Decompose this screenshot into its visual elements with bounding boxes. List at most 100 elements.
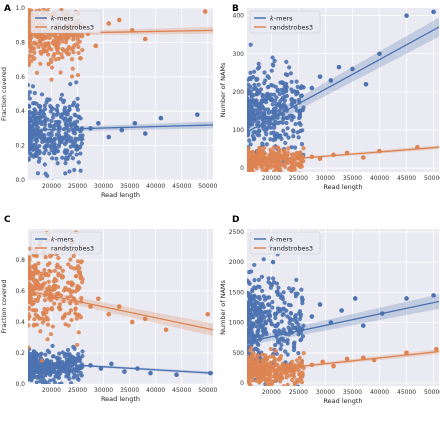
regression-line <box>28 124 213 131</box>
data-point <box>47 35 52 41</box>
data-point <box>59 92 65 97</box>
data-point <box>79 259 84 264</box>
data-point <box>32 90 37 96</box>
data-point <box>50 354 56 359</box>
data-point <box>274 323 279 328</box>
data-point <box>265 162 271 168</box>
y-tick-label: 1.0 <box>15 5 25 12</box>
data-point <box>62 351 67 357</box>
x-tick-label: 35000 <box>343 175 362 182</box>
data-point <box>79 137 84 142</box>
data-point <box>268 360 273 365</box>
x-tick-label: 50000 <box>198 183 217 190</box>
data-point <box>38 329 43 334</box>
data-point <box>66 44 72 50</box>
data-point <box>261 305 266 310</box>
data-point <box>268 346 273 352</box>
data-point <box>142 316 148 322</box>
data-point <box>42 103 47 108</box>
x-axis-label: Read length <box>101 191 140 199</box>
data-point <box>49 77 54 82</box>
data-point <box>289 145 294 150</box>
data-point <box>251 109 256 115</box>
data-point <box>28 93 31 98</box>
y-tick-label: 0.8 <box>15 257 25 264</box>
data-point <box>28 29 31 34</box>
data-point <box>68 82 73 87</box>
data-point <box>250 289 255 294</box>
data-point <box>32 56 37 61</box>
data-point <box>80 349 85 354</box>
data-point <box>49 47 54 52</box>
data-point <box>28 312 31 317</box>
data-point <box>75 137 80 142</box>
data-point <box>294 358 300 363</box>
data-point <box>284 93 290 99</box>
data-point <box>67 368 72 373</box>
x-tick-label: 20000 <box>42 183 61 190</box>
data-point <box>272 137 278 142</box>
data-point <box>174 372 179 378</box>
data-point <box>28 316 31 321</box>
data-point <box>277 91 282 97</box>
data-point <box>282 98 287 103</box>
data-point <box>257 334 262 340</box>
data-point <box>30 308 35 313</box>
y-tick-label: 2500 <box>229 229 244 236</box>
data-point <box>247 153 252 158</box>
data-point <box>66 280 71 285</box>
data-point <box>70 360 75 365</box>
data-point <box>276 328 282 333</box>
regression-line <box>247 350 439 373</box>
data-point <box>39 271 44 276</box>
data-point <box>71 253 76 259</box>
data-point <box>58 96 63 102</box>
data-point <box>50 106 56 111</box>
data-point <box>67 104 72 109</box>
data-point <box>275 101 280 107</box>
data-point <box>52 380 58 384</box>
data-point <box>298 162 304 167</box>
data-point <box>116 17 122 23</box>
data-point <box>257 294 262 300</box>
data-point <box>43 352 48 357</box>
data-point <box>247 138 252 143</box>
data-point <box>274 95 279 100</box>
data-point <box>28 373 31 379</box>
data-point <box>317 74 323 79</box>
data-point <box>247 333 250 338</box>
data-point <box>352 296 358 301</box>
data-point <box>259 288 265 293</box>
data-point <box>46 44 52 49</box>
data-point <box>271 153 276 158</box>
data-point <box>281 311 286 317</box>
data-point <box>276 285 281 290</box>
data-point <box>195 112 200 117</box>
x-tick-label: 30000 <box>94 183 113 190</box>
data-point <box>28 109 32 114</box>
data-point <box>80 280 85 285</box>
data-point <box>28 39 33 44</box>
data-point <box>271 130 276 135</box>
data-point <box>42 267 47 273</box>
data-point <box>71 375 76 380</box>
data-point <box>299 93 304 98</box>
data-point <box>275 292 281 297</box>
data-point <box>292 381 297 386</box>
data-point <box>285 337 290 343</box>
x-tick-label: 40000 <box>146 183 165 190</box>
data-point <box>54 47 60 52</box>
data-point <box>43 122 48 128</box>
data-point <box>247 291 251 296</box>
data-point <box>48 254 53 259</box>
data-point <box>279 136 284 141</box>
data-point <box>34 137 39 142</box>
data-point <box>55 108 60 113</box>
y-tick-label: 0.2 <box>15 350 25 357</box>
data-point <box>47 151 52 156</box>
data-point <box>275 145 281 150</box>
data-point <box>37 120 42 125</box>
data-point <box>287 320 292 325</box>
data-point <box>57 124 62 130</box>
data-point <box>44 100 49 105</box>
